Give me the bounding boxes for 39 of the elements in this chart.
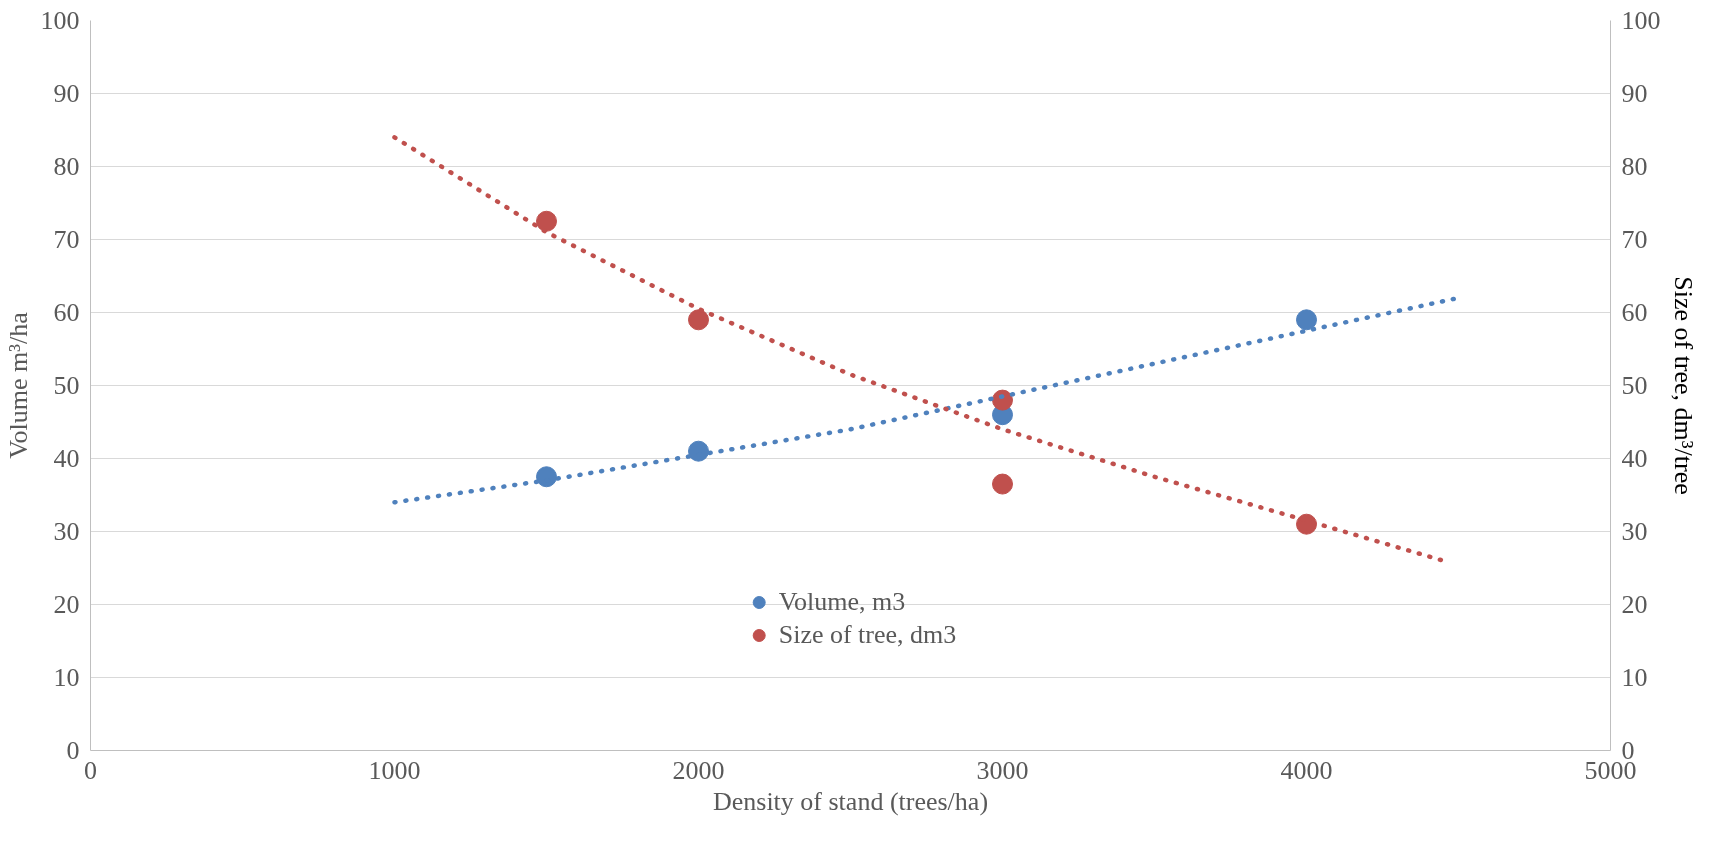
- y-axis-title: Volume m³/ha: [3, 311, 33, 459]
- y2-tick-label: 20: [1621, 590, 1648, 619]
- y2-tick-label: 10: [1621, 663, 1648, 692]
- y-tick-label: 60: [53, 298, 80, 327]
- point: [536, 210, 557, 232]
- point: [536, 466, 557, 488]
- x-tick-label: 3000: [976, 755, 1029, 785]
- legend-label: Volume, m3: [778, 587, 906, 617]
- x-tick-label: 4000: [1280, 755, 1333, 785]
- y-tick-label: 30: [53, 517, 80, 546]
- legend-label: Size of tree, dm3: [778, 620, 957, 650]
- y-tick-label: 50: [53, 371, 80, 400]
- y-tick-label: 10: [53, 663, 80, 692]
- point: [1296, 309, 1317, 331]
- y-tick-label: 0: [66, 736, 80, 765]
- y2-tick-label: 80: [1621, 152, 1648, 181]
- y2-tick-label: 70: [1621, 225, 1648, 254]
- y-tick-label: 80: [53, 152, 80, 181]
- x-tick-label: 2000: [672, 755, 725, 785]
- line-series: [392, 135, 1446, 563]
- y2-tick-label: 40: [1621, 444, 1648, 473]
- point: [688, 440, 709, 462]
- y-tick-label: 70: [53, 225, 80, 254]
- point: [688, 309, 709, 331]
- y-tick-label: 100: [40, 6, 80, 35]
- y-tick-label: 40: [53, 444, 80, 473]
- y-tick-label: 90: [53, 79, 80, 108]
- point: [1296, 513, 1317, 535]
- x-axis-title: Density of stand (trees/ha): [712, 786, 989, 816]
- y2-axis-title: Size of tree, dm³/tree: [1668, 276, 1698, 495]
- y2-tick-label: 50: [1621, 371, 1648, 400]
- y-tick-label: 20: [53, 590, 80, 619]
- y2-tick-label: 60: [1621, 298, 1648, 327]
- y2-tick-label: 100: [1621, 6, 1661, 35]
- point: [992, 473, 1013, 495]
- point: [992, 389, 1013, 411]
- y2-tick-label: 90: [1621, 79, 1648, 108]
- x-tick-label: 1000: [368, 755, 421, 785]
- y2-tick-label: 30: [1621, 517, 1648, 546]
